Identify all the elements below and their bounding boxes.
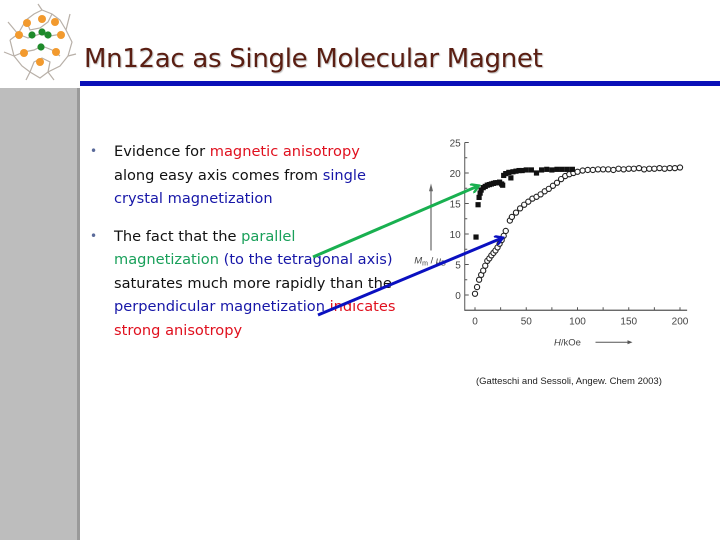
data-point-perpendicular [656,164,663,172]
y-tick-label: 15 [450,200,462,211]
magnetization-chart: 0 5 10 15 20 25 0 50 100 150 200 H/kOe Mm / μB [400,128,710,358]
data-point-perpendicular [584,166,591,174]
data-point-perpendicular [599,166,607,173]
data-point-perpendicular [646,165,653,172]
data-point-perpendicular [635,164,643,172]
data-point-perpendicular [512,209,520,216]
y-tick-label: 5 [455,261,461,272]
data-point-parallel [564,166,570,172]
x-axis-label: H/kOe [554,337,581,348]
data-point-parallel [519,167,525,174]
data-point-perpendicular [661,165,668,172]
data-point-perpendicular [671,164,679,172]
highlight-single-crystal-magnetization: single crystal magnetization [114,166,366,208]
data-point-perpendicular [473,283,481,291]
data-point-parallel [508,175,514,181]
left-sidebar-band [0,88,77,540]
data-point-perpendicular [549,182,557,189]
x-tick-label: 200 [672,316,689,327]
data-point-perpendicular [508,213,516,221]
data-point-perpendicular [545,185,552,193]
data-point-perpendicular [676,164,684,171]
y-tick-label: 10 [450,230,462,241]
data-point-parallel [533,170,540,176]
title-underline [80,81,720,86]
data-point-parallel [523,167,529,173]
data-point-parallel [475,202,481,208]
data-point-perpendicular [610,166,617,174]
data-point-perpendicular [630,165,638,172]
data-point-parallel [554,166,560,172]
citation: (Gatteschi and Sessoli, Angew. Chem 2003… [476,376,662,387]
data-point-perpendicular [640,166,648,173]
magnetization-plot: 0 5 10 15 20 25 0 50 100 150 200 H/kOe Mm / μB [414,139,689,349]
data-point-perpendicular [651,165,658,172]
data-point-perpendicular [574,168,581,175]
x-tick-label: 0 [472,316,478,327]
data-point-perpendicular [502,227,509,235]
data-point-parallel [506,169,512,175]
data-point-parallel [503,171,509,177]
data-point-parallel [549,167,555,173]
data-point-parallel [510,169,516,175]
data-point-parallel [500,182,506,188]
highlight-magnetic-anisotropy: magnetic anisotropy [209,143,360,160]
data-point-parallel [528,167,534,173]
data-point-perpendicular [625,165,632,172]
data-point-perpendicular [594,166,602,173]
bullet-item-parallel: • The fact that the parallel magnetizati… [90,225,400,343]
data-point-perpendicular [605,166,612,173]
y-tick-label: 20 [450,169,462,180]
data-point-perpendicular [516,205,524,212]
sidebar-edge [77,88,80,540]
y-tick-label: 25 [450,139,462,150]
data-point-perpendicular [525,198,532,205]
data-point-perpendicular [615,165,622,172]
bullet-list: • Evidence for magnetic anisotropy along… [90,140,400,356]
data-point-parallel [559,166,565,172]
bullet-glyph: • [90,144,98,158]
x-tick-label: 150 [620,316,637,327]
text-segment: Evidence for [114,143,210,160]
bullet-item-evidence: • Evidence for magnetic anisotropy along… [90,140,400,211]
text-segment: along easy axis comes from [114,166,323,184]
y-tick-label: 0 [455,291,461,302]
highlight-tetragonal-axis: (to the tetragonal axis) [219,251,393,268]
data-point-parallel [539,167,545,173]
data-point-parallel [476,194,482,200]
highlight-parallel-magnetization: parallel magnetization [114,227,296,269]
data-point-parallel [544,166,550,172]
data-point-perpendicular [553,179,561,186]
data-point-perpendicular [471,290,479,297]
data-point-parallel [569,166,575,172]
data-point-parallel [473,234,479,240]
data-point-parallel [516,167,522,174]
x-tick-label: 50 [521,316,533,327]
data-point-perpendicular [521,201,528,208]
y-axis-label: Mm / μB [414,255,446,267]
data-point-parallel [513,168,519,174]
slide-title: Mn12ac as Single Molecular Magnet [84,44,543,74]
text-segment: The fact that the [114,227,242,245]
data-point-perpendicular [589,166,597,174]
data-point-perpendicular [579,167,586,174]
data-point-perpendicular [620,166,627,173]
data-point-perpendicular [666,164,673,172]
data-point-perpendicular [557,175,565,183]
data-point-perpendicular [537,191,544,198]
mn12-molecule-icon [0,0,80,85]
highlight-perpendicular-magnetization: perpendicular magnetization [114,298,325,315]
bullet-glyph: • [90,228,98,243]
x-tick-label: 100 [569,316,586,327]
